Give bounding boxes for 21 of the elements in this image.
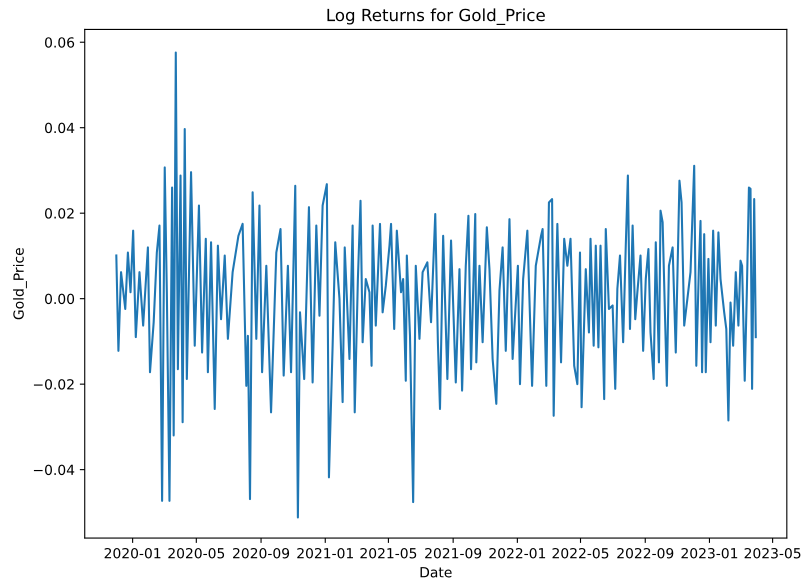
y-axis-title: Gold_Price — [13, 248, 27, 320]
x-tick-label: 2023-05 — [744, 548, 800, 558]
y-tick-label: −0.02 — [34, 379, 74, 390]
y-tick-label: 0.00 — [45, 294, 74, 304]
x-tick-label: 2020-05 — [168, 548, 224, 558]
y-tick-label: 0.02 — [45, 208, 74, 219]
x-tick-label: 2023-01 — [681, 548, 738, 558]
x-tick-label: 2022-01 — [489, 548, 546, 558]
x-tick-label: 2022-09 — [617, 548, 674, 558]
x-tick-label: 2022-05 — [552, 548, 608, 558]
x-tick-label: 2021-01 — [297, 548, 353, 558]
x-tick-label: 2021-05 — [360, 548, 416, 558]
x-tick-label: 2020-01 — [104, 548, 160, 558]
x-tick-label: 2021-09 — [425, 548, 482, 558]
x-axis-title: Date — [420, 567, 452, 578]
y-tick-label: 0.04 — [45, 122, 74, 134]
y-tick-label: 0.06 — [45, 37, 74, 48]
line-series — [115, 51, 757, 519]
y-tick-label: −0.04 — [34, 464, 74, 476]
chart-title: Log Returns for Gold_Price — [327, 8, 545, 25]
x-tick-label: 2020-09 — [233, 548, 290, 558]
